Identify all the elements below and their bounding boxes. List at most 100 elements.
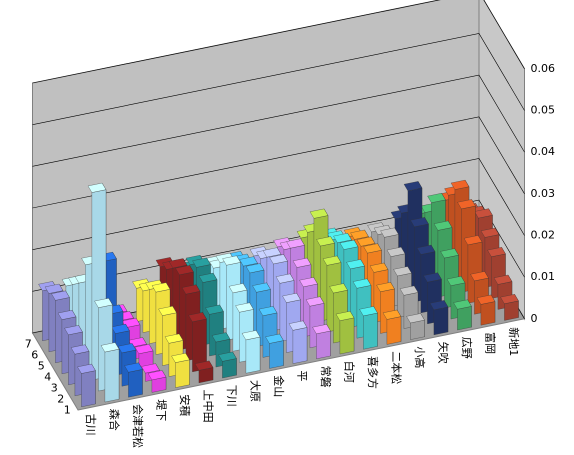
bar-front	[81, 370, 96, 408]
bar-top	[359, 306, 378, 317]
bar-top	[450, 179, 470, 190]
bar	[194, 360, 214, 384]
bar-top	[239, 256, 258, 267]
depth-label: 6	[31, 349, 38, 362]
bar-top	[245, 263, 265, 274]
bar	[429, 299, 449, 336]
bar-top	[335, 311, 355, 321]
bar	[218, 351, 237, 379]
bar-top	[87, 182, 107, 193]
bar-top	[487, 247, 506, 257]
bar-top	[64, 325, 83, 336]
y-tick-label: 0.01	[531, 270, 556, 283]
bar-top	[269, 254, 288, 265]
bar-top	[124, 362, 143, 373]
bar	[312, 323, 331, 360]
x-tick-label: 小高	[413, 346, 427, 368]
x-tick-label: 上中田	[201, 390, 214, 423]
x-tick-label: 森合	[107, 409, 121, 431]
bar	[359, 305, 378, 350]
bar-top	[339, 239, 359, 250]
bar-top	[44, 283, 64, 294]
bar-front	[128, 369, 143, 398]
bar-top	[194, 360, 214, 371]
depth-label: 1	[64, 404, 71, 417]
bar	[171, 352, 190, 388]
bar-top	[406, 313, 425, 324]
bar-top	[134, 344, 154, 354]
x-tick-label: 新地1	[507, 327, 521, 356]
bar-top	[171, 352, 190, 363]
bar-top	[363, 243, 382, 254]
bar-top	[198, 272, 218, 283]
x-tick-label: 二本松	[389, 351, 403, 384]
x-tick-label: 喜多方	[366, 356, 380, 389]
grid-line	[32, 116, 525, 209]
bar-top	[453, 299, 472, 310]
bar-top	[292, 257, 312, 268]
depth-label: 3	[51, 382, 58, 395]
bar-top	[288, 320, 308, 331]
bar	[77, 363, 96, 408]
bar-top	[94, 298, 113, 308]
bar-top	[329, 283, 348, 294]
bar-top	[205, 304, 224, 315]
bar-front	[104, 348, 120, 403]
x-tick-label: 白河	[342, 361, 356, 383]
bar-top	[433, 220, 453, 231]
bar-top	[188, 312, 207, 323]
x-tick-label: 平	[295, 370, 308, 381]
bar	[382, 309, 402, 345]
bar	[335, 310, 355, 355]
bar-top	[410, 217, 429, 228]
bar-top	[376, 282, 395, 292]
bar-top	[151, 282, 171, 293]
x-tick-label: 古川	[84, 414, 97, 436]
bar-top	[147, 370, 167, 381]
x-tick-label: 大原	[248, 380, 262, 402]
bar-front	[457, 306, 472, 331]
bar-top	[228, 283, 248, 294]
grid-line	[32, 33, 525, 125]
bar	[500, 293, 519, 321]
bar-front	[363, 312, 378, 350]
bar-top	[493, 274, 513, 285]
bar-top	[181, 284, 201, 295]
bar-top	[393, 266, 412, 277]
bar-top	[168, 258, 188, 269]
bar-top	[258, 306, 278, 316]
bar	[147, 369, 167, 393]
x-tick-label: 広野	[460, 337, 473, 359]
bar-top	[77, 363, 96, 374]
y-tick-label: 0.05	[531, 103, 556, 116]
bar-front	[245, 336, 261, 374]
bar-top	[141, 363, 160, 374]
bar-top	[474, 208, 493, 219]
bar-top	[446, 276, 466, 286]
bar-top	[128, 337, 147, 348]
bar-top	[235, 302, 254, 313]
y-tick-label: 0.03	[531, 187, 556, 200]
bar-top	[500, 294, 519, 304]
bar-top	[440, 248, 459, 259]
x-tick-label: 矢吹	[436, 342, 450, 364]
bar	[265, 333, 284, 369]
bar	[188, 311, 207, 373]
bar	[453, 299, 472, 331]
bar-front	[480, 301, 496, 326]
bar-top	[470, 271, 489, 282]
bar-top	[51, 290, 70, 301]
bar-front	[316, 330, 331, 360]
bar-top	[427, 193, 446, 203]
bar-top	[322, 255, 342, 266]
bar-top	[316, 236, 335, 247]
bar-top	[403, 181, 423, 192]
bar-front	[292, 327, 308, 364]
bar-top	[111, 323, 130, 334]
bar-top	[382, 309, 402, 320]
bar-top	[299, 277, 318, 288]
bar-top	[423, 272, 442, 283]
grid-line	[32, 158, 525, 250]
bar-top	[352, 278, 372, 289]
